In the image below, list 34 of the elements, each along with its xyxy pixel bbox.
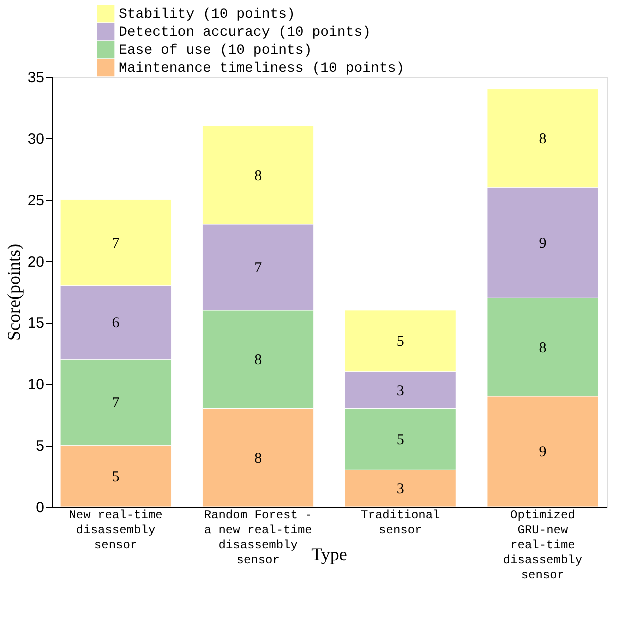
y-tick-label: 25 [28,192,44,210]
y-tick-label: 15 [28,315,44,332]
legend-label: Detection accuracy (10 points) [119,25,372,41]
data-label: 6 [112,316,120,332]
y-tick-label: 35 [28,70,44,86]
data-label: 3 [396,383,404,400]
data-label: 8 [539,131,547,148]
data-label: 8 [254,168,262,184]
data-label: 8 [254,352,262,369]
x-tick-label: Traditional sensor [361,508,440,538]
y-tick-label: 10 [28,376,44,394]
x-axis-title: Type [312,544,348,564]
data-label: 7 [112,236,120,252]
y-tick-label: 5 [36,438,44,456]
data-label: 7 [112,396,120,412]
y-axis-title: Score(points) [4,244,24,341]
y-tick-label: 0 [36,500,44,516]
legend-label: Stability (10 points) [119,7,296,23]
data-label: 9 [539,236,547,252]
data-label: 5 [396,334,404,350]
x-tick-label: New real-time disassembly sensor [69,508,163,552]
legend-label: Maintenance timeliness (10 points) [119,61,405,77]
legend-label: Ease of use (10 points) [119,43,312,59]
data-label: 5 [396,432,404,448]
data-label: 8 [254,450,262,467]
x-tick-label: Optimized GRU-new real-time disassembly sensor [503,508,583,582]
data-label: 8 [539,340,547,356]
data-label: 3 [396,482,404,498]
data-label: 7 [254,260,263,276]
data-label: 5 [112,469,120,486]
data-label: 9 [539,444,547,461]
y-tick-label: 30 [28,130,44,148]
x-tick-label: Random Forest - a new real-time disassembly sensor [204,508,312,568]
y-tick-label: 20 [28,254,44,271]
